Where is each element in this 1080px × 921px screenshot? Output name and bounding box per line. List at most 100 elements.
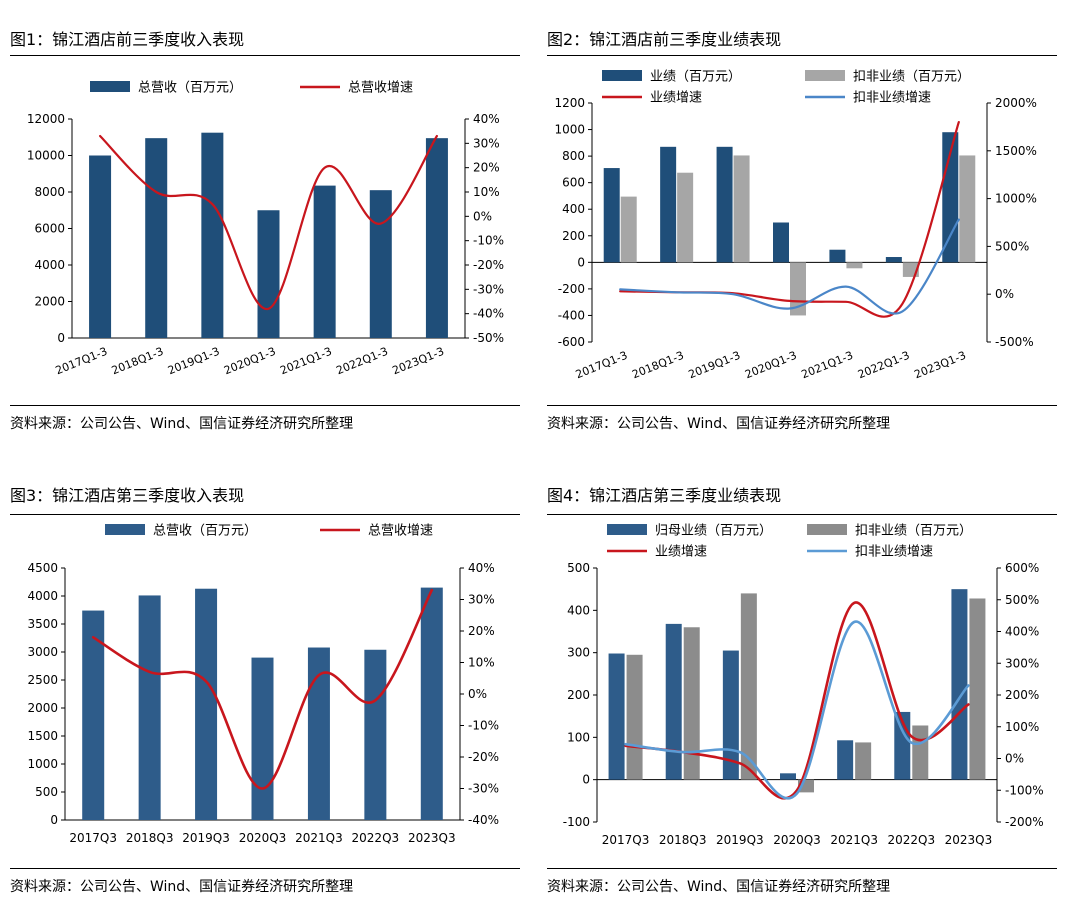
right-axis-tick-label: -500%: [995, 335, 1034, 349]
bar-primary: [722, 650, 739, 780]
bar-primary: [195, 588, 218, 820]
legend-label-bar: 总营收（百万元）: [153, 524, 257, 539]
chart-fig2: -600 -400 -200 0 200 400 600 800 1000 1200 -500% 0%…: [554, 70, 1037, 382]
right-axis-tick-label: 0%: [468, 687, 487, 701]
bar-secondary: [912, 725, 929, 780]
bar-primary: [608, 653, 625, 780]
chart-source-fig4: 资料来源：公司公告、Wind、国信证券经济研究所整理: [547, 879, 891, 895]
category-label: 2020Q1-3: [222, 345, 278, 378]
category-label: 2017Q3: [69, 831, 117, 845]
legend-label-bar: 扣非业绩（百万元）: [855, 524, 972, 539]
right-axis-tick-label: 200%: [1005, 688, 1039, 702]
right-axis-tick-label: -50%: [473, 331, 504, 345]
category-label: 2023Q1-3: [391, 345, 447, 378]
legend-swatch-bar: [90, 81, 130, 92]
category-label: 2019Q1-3: [687, 349, 743, 382]
right-axis-tick-label: 600%: [1005, 561, 1039, 575]
left-axis-tick-label: 1500: [27, 729, 58, 743]
bar-primary: [773, 222, 789, 263]
chart-source-fig3: 资料来源：公司公告、Wind、国信证券经济研究所整理: [10, 879, 354, 895]
right-axis-tick-label: 40%: [473, 112, 500, 126]
bar-primary: [251, 657, 274, 820]
category-label: 2019Q1-3: [166, 345, 222, 378]
right-axis-tick-label: 500%: [1005, 593, 1039, 607]
chart-title-fig2: 图2：锦江酒店前三季度业绩表现: [547, 30, 782, 49]
bar-primary: [425, 138, 448, 338]
bar-primary: [420, 587, 443, 820]
left-axis-tick-label: 6000: [34, 222, 65, 236]
left-axis-tick-label: 500: [35, 785, 58, 799]
category-label: 2020Q3: [773, 833, 821, 847]
chart-source-fig2: 资料来源：公司公告、Wind、国信证券经济研究所整理: [547, 416, 891, 432]
legend-label-bar: 扣非业绩（百万元）: [853, 70, 970, 85]
bar-secondary: [969, 598, 986, 780]
category-label: 2021Q3: [295, 831, 343, 845]
left-axis-tick-label: 8000: [34, 185, 65, 199]
legend-label-line: 总营收增速: [348, 81, 413, 96]
right-axis-tick-label: 300%: [1005, 656, 1039, 670]
right-axis-tick-label: 400%: [1005, 625, 1039, 639]
line-series-secondary: [619, 218, 960, 315]
chart-fig3: 0 500 1000 1500 2000 2500 3000 3500 4000 4500 -40%…: [27, 524, 499, 846]
left-axis-tick-label: 100: [567, 730, 590, 744]
category-label: 2021Q3: [830, 833, 878, 847]
left-axis-tick-label: 10000: [27, 149, 65, 163]
left-axis-tick-label: 4000: [27, 589, 58, 603]
chart-title-fig1: 图1：锦江酒店前三季度收入表现: [10, 30, 245, 49]
bar-secondary: [677, 172, 694, 263]
left-axis-tick-label: 3000: [27, 645, 58, 659]
title-divider-fig3: [10, 514, 520, 515]
bar-secondary: [620, 196, 637, 263]
left-axis-tick-label: 0: [582, 773, 590, 787]
chart-source-fig1: 资料来源：公司公告、Wind、国信证券经济研究所整理: [10, 416, 354, 432]
line-series-secondary: [624, 620, 970, 800]
bar-secondary: [626, 654, 643, 780]
bar-primary: [307, 647, 330, 820]
bar-primary: [660, 146, 677, 263]
category-label: 2018Q3: [126, 831, 174, 845]
chart-panel-fig4: 图4：锦江酒店第三季度业绩表现 -100 0 100 200 300 400 500 -200…: [547, 483, 1057, 913]
bar-primary: [780, 773, 796, 780]
legend-label-line: 扣非业绩增速: [853, 91, 931, 106]
line-series-primary: [624, 601, 970, 800]
left-axis-tick-label: -400: [558, 308, 585, 322]
source-divider-fig2: [547, 405, 1057, 406]
bar-secondary: [740, 593, 757, 780]
category-label: 2018Q3: [659, 833, 707, 847]
right-axis-tick-label: 20%: [473, 161, 500, 175]
category-label: 2018Q1-3: [630, 349, 686, 382]
category-label: 2021Q1-3: [800, 349, 856, 382]
legend-label-bar: 归母业绩（百万元）: [655, 524, 772, 539]
source-divider-fig3: [10, 868, 520, 869]
bar-secondary: [733, 155, 750, 263]
right-axis-tick-label: -20%: [468, 750, 499, 764]
left-axis-tick-label: 2000: [27, 701, 58, 715]
category-label: 2018Q1-3: [110, 345, 166, 378]
category-label: 2021Q1-3: [278, 345, 334, 378]
source-divider-fig4: [547, 868, 1057, 869]
right-axis-tick-label: -40%: [468, 813, 499, 827]
bar-secondary: [846, 262, 863, 269]
right-axis-tick-label: -30%: [468, 782, 499, 796]
title-divider-fig2: [547, 55, 1057, 56]
chart-panel-fig3: 图3：锦江酒店第三季度收入表现 0 500 1000 1500 2000 2500 3000…: [10, 483, 520, 913]
category-label: 2019Q3: [182, 831, 230, 845]
bar-primary: [364, 649, 387, 820]
right-axis-tick-label: 30%: [473, 136, 500, 150]
bar-primary: [138, 595, 161, 820]
line-series-primary: [99, 134, 438, 310]
legend-swatch-bar: [805, 70, 845, 81]
legend-label-line: 扣非业绩增速: [855, 545, 933, 560]
source-divider-fig1: [10, 405, 520, 406]
chart-panel-fig2: 图2：锦江酒店前三季度业绩表现 -600 -400 -200 0 200 400 600 80…: [547, 27, 1057, 447]
left-axis-tick-label: 600: [562, 176, 585, 190]
bar-primary: [951, 589, 968, 780]
right-axis-tick-label: 0%: [995, 287, 1014, 301]
chart-panel-fig1: 图1：锦江酒店前三季度收入表现 0 2000 4000 6000 8000 10000 12…: [10, 27, 520, 447]
left-axis-tick-label: 2000: [34, 295, 65, 309]
left-axis-tick-label: 1000: [554, 123, 585, 137]
category-label: 2020Q3: [239, 831, 287, 845]
category-label: 2023Q1-3: [912, 349, 968, 382]
right-axis-tick-label: -10%: [473, 234, 504, 248]
category-label: 2017Q1-3: [54, 345, 110, 378]
